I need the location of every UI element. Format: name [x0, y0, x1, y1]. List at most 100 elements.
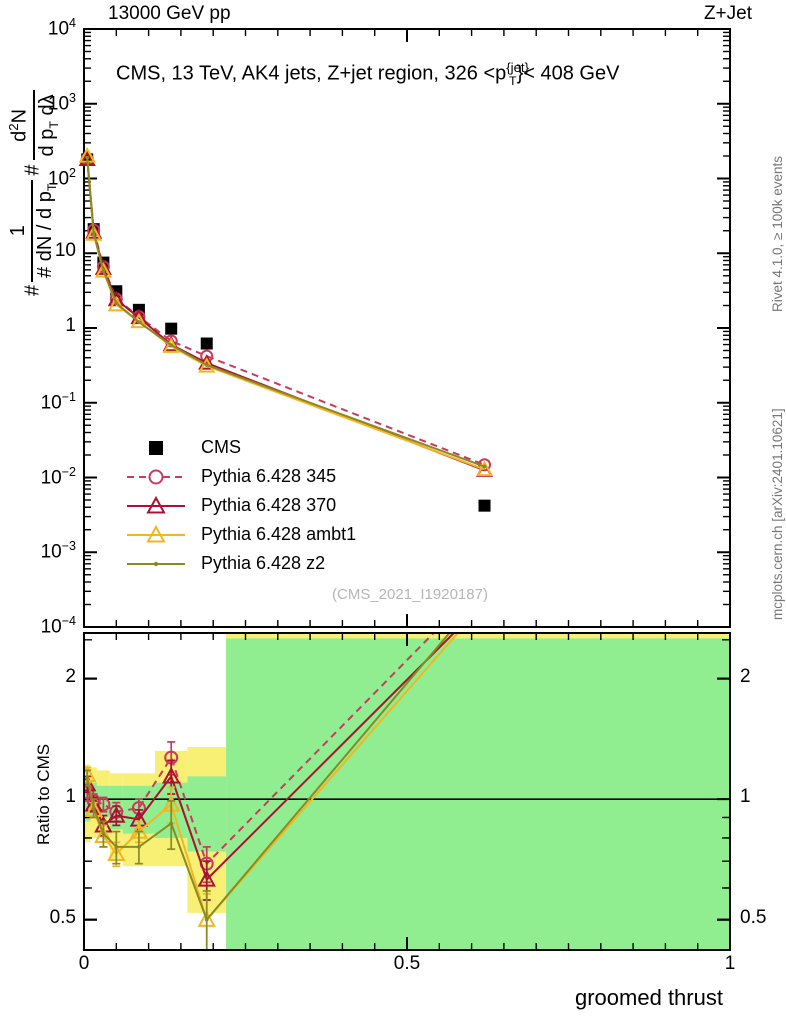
tick-label: 103 — [47, 90, 76, 115]
marker-triangle — [85, 774, 97, 792]
legend-marker — [153, 561, 159, 566]
marker-square — [149, 440, 163, 455]
marker-triangle — [197, 869, 216, 887]
main-caption-head: CMS, 13 TeV, AK4 jets, Z+jet region, 326… — [116, 62, 507, 85]
tick-label: 1 — [740, 786, 751, 808]
tick-label: 2 — [65, 665, 76, 687]
xtick-label: 0 — [78, 953, 90, 974]
ratio-line-Pythia 6.428 z2 — [86, 634, 450, 922]
tick-label: 10−2 — [40, 464, 76, 488]
marker-triangle — [94, 259, 112, 275]
tick-label: 0.5 — [740, 906, 767, 928]
legend-label: Pythia 6.428 370 — [201, 495, 337, 515]
xaxis-label: groomed thrust — [575, 985, 723, 1010]
header-beam-label: 13000 GeV pp — [108, 3, 231, 24]
legend-marker — [146, 524, 166, 542]
series-markers-Pythia 6.428 z2 — [85, 155, 487, 469]
legend-entry[interactable]: Pythia 6.428 ambt1 — [125, 520, 356, 549]
marker-dot — [137, 320, 141, 324]
marker-triangle — [477, 595, 492, 609]
xtick-label: 1 — [724, 953, 736, 974]
legend-entry[interactable]: Pythia 6.428 z2 — [125, 549, 356, 578]
ratio-markers-Pythia 6.428 z2 — [85, 590, 487, 949]
marker-triangle — [107, 805, 126, 823]
legend-entry[interactable]: CMS — [125, 433, 356, 462]
marker-square — [200, 337, 213, 350]
marker-triangle — [146, 524, 166, 542]
legend-marker — [146, 495, 166, 513]
main-caption-sub: T — [509, 73, 517, 88]
marker-circle — [200, 349, 214, 363]
marker-triangle — [477, 595, 492, 609]
main-caption-tail: }< 408 GeV — [516, 62, 620, 85]
main-caption-sup: {jet} — [506, 60, 529, 75]
tick-label: 1 — [65, 786, 76, 808]
marker-dot — [101, 831, 106, 836]
marker-triangle — [107, 295, 125, 312]
series-line-Pythia 6.428 z2 — [86, 157, 485, 468]
marker-dot — [114, 844, 119, 849]
marker-dot — [204, 363, 209, 367]
ratio-series-group — [85, 575, 492, 949]
band-segment-inner-green — [226, 638, 730, 950]
legend-label: Pythia 6.428 z2 — [201, 553, 326, 573]
legend-entry[interactable]: Pythia 6.428 370 — [125, 491, 356, 520]
legend-marker — [148, 469, 164, 484]
marker-dot — [204, 917, 209, 922]
tick-label: 10−1 — [40, 389, 76, 414]
main-series-group — [78, 147, 494, 512]
marker-square — [478, 499, 491, 512]
analysis-id-watermark: (CMS_2021_I1920187) — [332, 586, 488, 603]
marker-dot — [153, 561, 159, 566]
tick-label: 10 — [54, 240, 76, 262]
marker-dot — [91, 231, 96, 236]
series-markers-Pythia 6.428 345 — [80, 152, 492, 472]
series-line-Pythia 6.428 370 — [86, 159, 485, 472]
legend-label: Pythia 6.428 345 — [201, 466, 337, 486]
header-process-label: Z+Jet — [703, 3, 752, 24]
tick-label: 10−3 — [40, 539, 76, 563]
marker-dot — [483, 590, 487, 594]
marker-dot — [169, 343, 174, 348]
marker-dot — [137, 844, 141, 849]
legend-swatch-triangle-open — [127, 495, 185, 513]
legend-marker — [149, 440, 163, 455]
tick-label: 102 — [47, 165, 76, 189]
marker-dot — [482, 464, 487, 469]
marker-circle — [148, 469, 164, 484]
series-line-Pythia 6.428 345 — [86, 158, 485, 466]
series-line-Pythia 6.428 ambt1 — [86, 155, 485, 471]
marker-dot — [85, 155, 90, 160]
marker-triangle — [85, 225, 103, 241]
tick-label: 1 — [65, 315, 76, 336]
legend-label: Pythia 6.428 ambt1 — [201, 524, 357, 544]
marker-circle — [479, 575, 491, 587]
marker-dot — [169, 821, 174, 826]
marker-triangle — [162, 766, 181, 784]
marker-triangle — [475, 460, 494, 477]
marker-triangle — [94, 261, 112, 278]
legend-label: CMS — [201, 437, 241, 457]
legend-swatch-dot-small — [127, 561, 185, 566]
marker-triangle — [130, 312, 148, 329]
tick-label: 104 — [47, 16, 76, 40]
legend-entry[interactable]: Pythia 6.428 345 — [125, 462, 356, 491]
xtick-label: 0.5 — [393, 953, 421, 974]
marker-square — [165, 322, 178, 335]
marker-dot — [114, 301, 119, 306]
marker-dot — [91, 806, 96, 810]
marker-dot — [85, 775, 90, 780]
tick-label: 10−4 — [40, 614, 76, 638]
marker-triangle — [146, 495, 166, 513]
legend-swatch-circle-open — [127, 469, 185, 484]
marker-triangle — [162, 337, 180, 353]
legend-swatch-triangle-open — [127, 524, 185, 542]
legend-swatch-square-filled — [149, 440, 163, 455]
legend: CMS Pythia 6.428 345 Pythia 6.428 370 Pythi… — [125, 433, 356, 578]
tick-label: 2 — [740, 665, 751, 687]
main-caption: CMS, 13 TeV, AK4 jets, Z+jet region, 326… — [116, 60, 619, 88]
tick-label: 0.5 — [49, 906, 76, 928]
marker-dot — [101, 268, 106, 273]
